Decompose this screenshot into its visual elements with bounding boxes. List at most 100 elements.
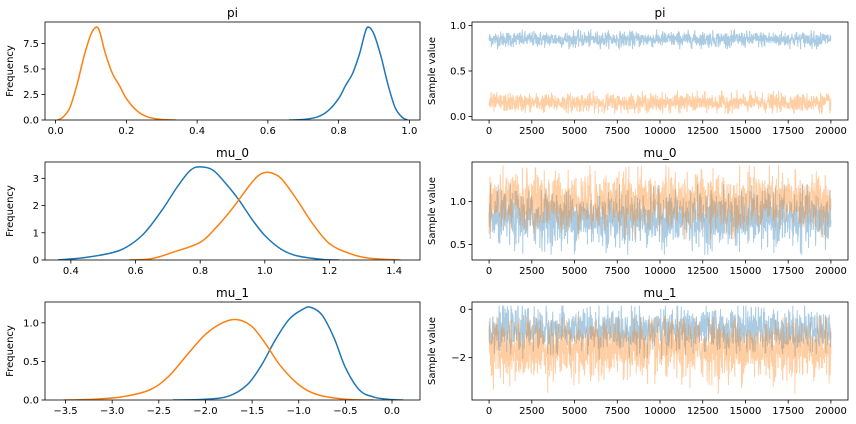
y-axis-label: Sample value bbox=[427, 317, 438, 385]
y-axis-label: Frequency bbox=[5, 185, 16, 237]
x-tick-label: 0 bbox=[486, 406, 492, 417]
trace-line-1 bbox=[488, 316, 832, 395]
x-tick-label: 2500 bbox=[519, 126, 544, 137]
x-tick-label: 0.8 bbox=[192, 266, 208, 277]
axes-frame bbox=[44, 301, 421, 401]
x-tick-label: 12500 bbox=[687, 126, 719, 137]
y-tick-label: 2 bbox=[33, 201, 39, 212]
subplot-title: mu_0 bbox=[216, 146, 249, 160]
x-tick-label: 0.6 bbox=[260, 126, 276, 137]
x-tick-label: 15000 bbox=[730, 406, 762, 417]
x-tick-label: 15000 bbox=[730, 126, 762, 137]
x-tick-label: 0 bbox=[486, 266, 492, 277]
x-tick-label: 1.2 bbox=[322, 266, 338, 277]
y-axis-label: Sample value bbox=[427, 177, 438, 245]
x-tick-label: −3.5 bbox=[53, 406, 77, 417]
x-tick-label: 17500 bbox=[772, 406, 804, 417]
trace-line-0 bbox=[488, 305, 832, 361]
trace-line-0 bbox=[488, 184, 832, 255]
y-tick-label: 3 bbox=[33, 174, 39, 185]
x-tick-label: −3.0 bbox=[100, 406, 124, 417]
x-tick-label: 0.0 bbox=[384, 406, 400, 417]
x-tick-label: 0.8 bbox=[331, 126, 347, 137]
density-line-0 bbox=[57, 166, 340, 260]
y-tick-label: 0 bbox=[33, 256, 39, 267]
y-tick-label: 0.0 bbox=[23, 116, 39, 127]
y-tick-label: 0.0 bbox=[23, 396, 39, 407]
y-tick-label: 1.0 bbox=[450, 21, 466, 32]
y-tick-label: 1.0 bbox=[23, 318, 39, 329]
x-tick-label: 2500 bbox=[519, 266, 544, 277]
x-tick-label: 0.0 bbox=[48, 126, 64, 137]
y-tick-label: 1.0 bbox=[450, 197, 466, 208]
plot-area bbox=[57, 166, 401, 260]
x-tick-label: 1.4 bbox=[386, 266, 402, 277]
subplot-title: mu_1 bbox=[644, 286, 677, 300]
x-tick-label: 12500 bbox=[687, 406, 719, 417]
density-line-1 bbox=[129, 171, 401, 260]
y-axis-label: Frequency bbox=[5, 45, 16, 97]
x-tick-label: 0.6 bbox=[128, 266, 144, 277]
x-tick-label: 5000 bbox=[562, 126, 587, 137]
x-tick-label: −1.5 bbox=[240, 406, 264, 417]
y-tick-label: 2.5 bbox=[23, 90, 39, 101]
x-tick-label: −2.5 bbox=[147, 406, 171, 417]
y-tick-label: 0.5 bbox=[450, 67, 466, 78]
y-tick-label: 0.5 bbox=[23, 357, 39, 368]
y-axis-label: Sample value bbox=[427, 37, 438, 105]
subplot-title: mu_0 bbox=[644, 146, 677, 160]
x-tick-label: 20000 bbox=[815, 406, 847, 417]
x-tick-label: 17500 bbox=[772, 266, 804, 277]
plot-area bbox=[488, 305, 832, 395]
subplot-title: pi bbox=[655, 6, 666, 20]
subplot-title: pi bbox=[227, 6, 238, 20]
x-tick-label: 0 bbox=[486, 126, 492, 137]
y-tick-label: 1 bbox=[33, 228, 39, 239]
trace-line-1 bbox=[488, 165, 832, 240]
subplot-3: 0 2500 5000 7500 10000 12500 15000 17500 20000 0.… bbox=[427, 146, 849, 277]
y-tick-label: 5.0 bbox=[23, 64, 39, 75]
density-line-0 bbox=[172, 306, 404, 400]
subplot-1: 0 2500 5000 7500 10000 12500 15000 17500 20000 0.… bbox=[427, 6, 849, 137]
x-tick-label: 20000 bbox=[815, 126, 847, 137]
x-tick-label: 1.0 bbox=[401, 126, 417, 137]
subplot-2: 0.4 0.6 0.8 1.0 1.2 1.4 0 1 2 3 mu_0 Frequency bbox=[5, 146, 421, 277]
y-tick-label: 0.5 bbox=[450, 240, 466, 251]
x-tick-label: 17500 bbox=[772, 126, 804, 137]
x-tick-label: 2500 bbox=[519, 406, 544, 417]
density-line-1 bbox=[63, 318, 374, 400]
plot-area bbox=[488, 165, 832, 255]
subplot-5: 0 2500 5000 7500 10000 12500 15000 17500 20000 −2… bbox=[427, 286, 849, 417]
density-line-0 bbox=[289, 26, 408, 120]
x-tick-label: 1.0 bbox=[257, 266, 273, 277]
subplot-title: mu_1 bbox=[216, 286, 249, 300]
x-tick-label: 0.4 bbox=[189, 126, 205, 137]
x-tick-label: 7500 bbox=[605, 266, 630, 277]
y-tick-label: 0 bbox=[460, 305, 466, 316]
trace-line-0 bbox=[488, 29, 832, 50]
y-axis-label: Frequency bbox=[5, 325, 16, 377]
plot-area bbox=[63, 306, 404, 400]
x-tick-label: −0.5 bbox=[333, 406, 357, 417]
plot-area bbox=[57, 26, 408, 120]
density-line-1 bbox=[57, 26, 176, 120]
y-tick-label: 7.5 bbox=[23, 39, 39, 50]
subplot-4: −3.5 −3.0 −2.5 −2.0 −1.5 −1.0 −0.5 0.0 0.0 0.5 1.0… bbox=[5, 286, 421, 417]
y-tick-label: −2 bbox=[451, 353, 466, 364]
x-tick-label: 10000 bbox=[644, 266, 676, 277]
axes-frame bbox=[44, 161, 421, 261]
x-tick-label: 15000 bbox=[730, 266, 762, 277]
trace-line-1 bbox=[488, 90, 832, 114]
x-tick-label: 20000 bbox=[815, 266, 847, 277]
x-tick-label: 12500 bbox=[687, 266, 719, 277]
x-tick-label: 10000 bbox=[644, 406, 676, 417]
x-tick-label: 5000 bbox=[562, 266, 587, 277]
x-tick-label: 10000 bbox=[644, 126, 676, 137]
x-tick-label: 0.2 bbox=[118, 126, 134, 137]
x-tick-label: 5000 bbox=[562, 406, 587, 417]
x-tick-label: 7500 bbox=[605, 406, 630, 417]
x-tick-label: 0.4 bbox=[63, 266, 79, 277]
x-tick-label: 7500 bbox=[605, 126, 630, 137]
x-tick-label: −1.0 bbox=[287, 406, 311, 417]
